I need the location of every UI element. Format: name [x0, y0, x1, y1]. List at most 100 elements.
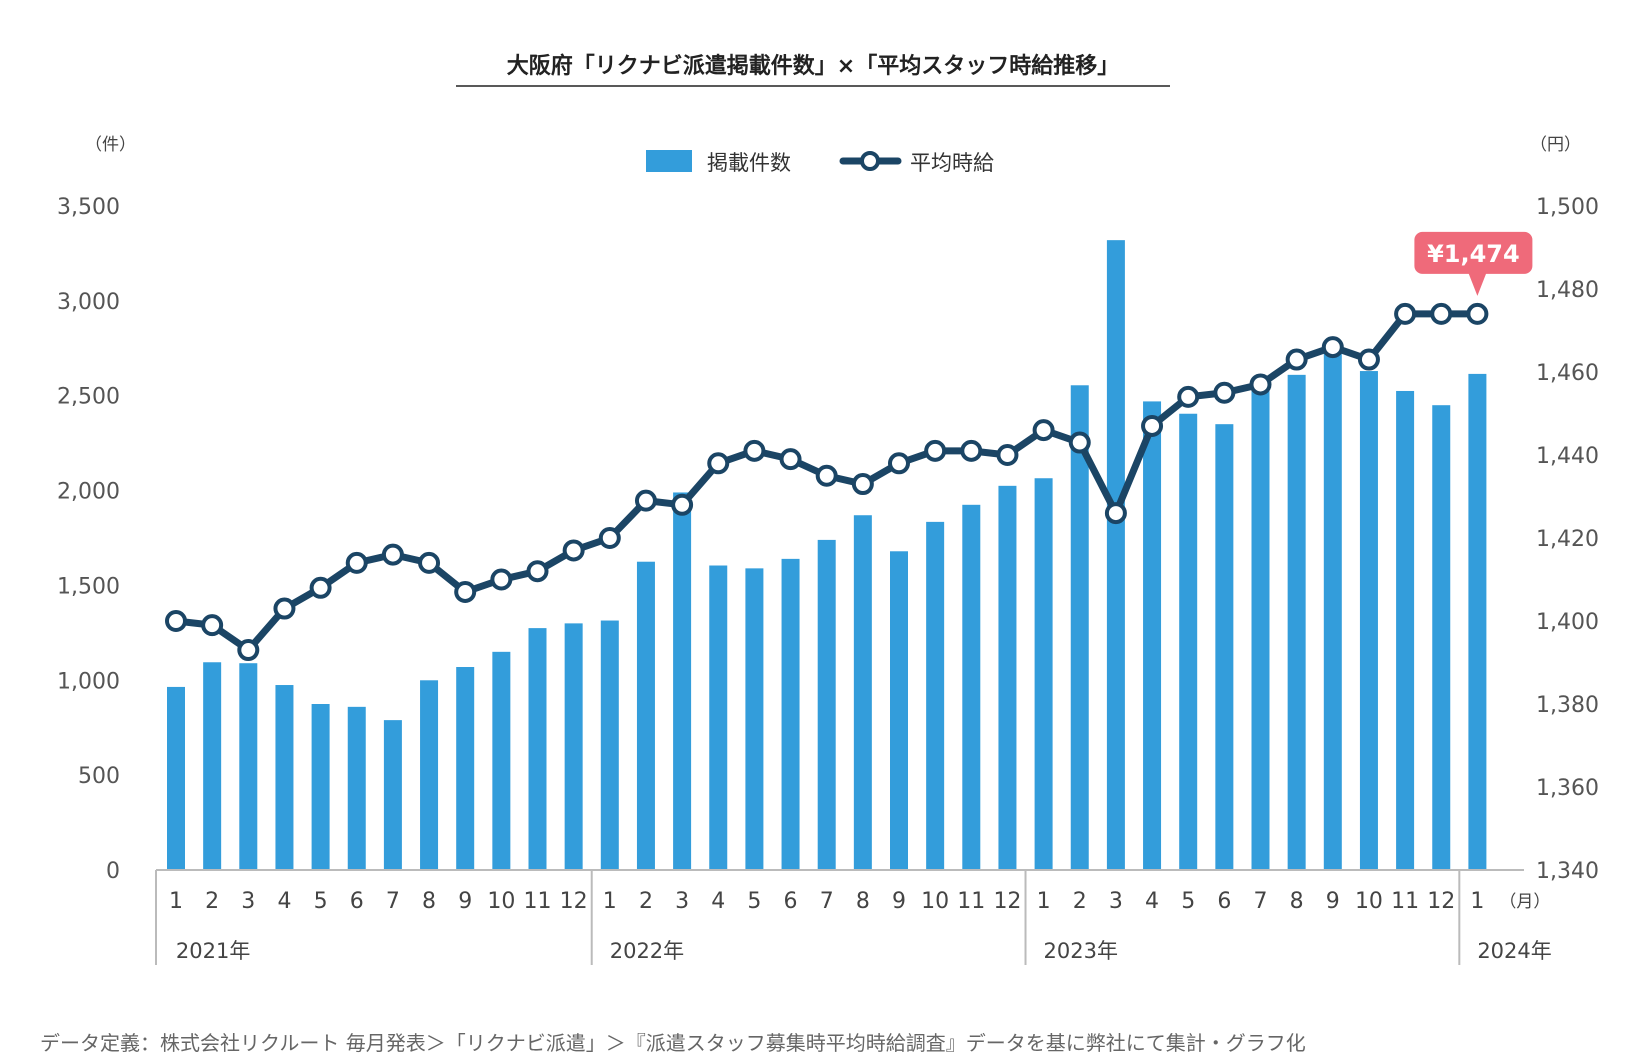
month-label: 1: [1037, 889, 1051, 914]
month-label: 2: [639, 889, 653, 914]
left-tick-label: 500: [78, 764, 120, 789]
month-label: 9: [892, 889, 906, 914]
bar: [1323, 350, 1342, 870]
callout-pointer: [1468, 272, 1487, 296]
month-label: 10: [1355, 889, 1383, 914]
wage-point: [1104, 502, 1127, 525]
right-tick-label: 1,360: [1536, 776, 1599, 801]
month-label: 3: [675, 889, 689, 914]
wage-point: [1068, 431, 1091, 454]
bar: [311, 704, 330, 870]
bar: [853, 515, 872, 870]
wage-point: [671, 493, 694, 516]
right-tick-label: 1,380: [1536, 693, 1599, 718]
month-label: 3: [1109, 889, 1123, 914]
bar: [167, 686, 185, 870]
wage-point: [1213, 381, 1236, 404]
legend: 掲載件数 平均時給: [646, 150, 994, 175]
wage-point: [490, 568, 513, 591]
month-label: 1: [1470, 889, 1484, 914]
bar: [1215, 424, 1234, 870]
legend-bar-label: 掲載件数: [707, 151, 791, 175]
bar: [1287, 374, 1306, 870]
wage-point: [1285, 348, 1308, 371]
month-label: 7: [820, 889, 834, 914]
wage-point: [1430, 302, 1453, 325]
month-label: 1: [169, 889, 183, 914]
bar: [1468, 373, 1487, 870]
bar: [1359, 371, 1378, 870]
wage-point: [418, 551, 441, 574]
left-tick-label: 3,000: [57, 290, 120, 315]
month-label: 12: [993, 889, 1021, 914]
bar: [1070, 385, 1089, 870]
right-tick-label: 1,460: [1536, 361, 1599, 386]
left-tick-label: 0: [106, 859, 120, 884]
wage-point: [634, 489, 657, 512]
month-label: 11: [957, 889, 985, 914]
bar: [998, 485, 1017, 870]
wage-point: [381, 543, 404, 566]
bar: [673, 492, 692, 870]
month-label: 10: [487, 889, 515, 914]
month-label: 8: [856, 889, 870, 914]
line-series: [165, 302, 1489, 662]
bar: [1143, 401, 1162, 870]
month-label: 1: [603, 889, 617, 914]
bar: [528, 628, 547, 870]
year-label: 2023年: [1044, 939, 1118, 963]
month-label: 6: [1217, 889, 1231, 914]
month-unit: （月）: [1499, 892, 1550, 912]
wage-point: [1357, 348, 1380, 371]
bar: [1179, 413, 1198, 870]
year-label: 2022年: [610, 939, 684, 963]
month-label: 12: [560, 889, 588, 914]
x-axis-labels: 1 2 3 4 5 6 7 8 9 10 11 12 1 2 3 4 5 6 7 8 9 10 11 12 1 2 3 4 5 6 7 8 9 1…: [169, 889, 1552, 963]
month-label: 12: [1427, 889, 1455, 914]
bar: [781, 558, 800, 870]
bar: [745, 568, 764, 870]
legend-line-label: 平均時給: [910, 151, 994, 175]
bar: [420, 680, 439, 870]
left-axis-ticks: 0 500 1,000 1,500 2,000 2,500 3,000 3,500: [57, 195, 120, 884]
bar: [709, 565, 728, 870]
wage-point: [1141, 414, 1164, 437]
bar: [1106, 240, 1125, 871]
legend-bar-swatch: [646, 150, 692, 172]
wage-point: [743, 439, 766, 462]
left-tick-label: 2,500: [57, 385, 120, 410]
bar: [1432, 405, 1451, 870]
bar: [347, 706, 366, 870]
left-axis-unit: （件）: [85, 135, 136, 155]
right-tick-label: 1,400: [1536, 610, 1599, 635]
right-axis-ticks: 1,340 1,360 1,380 1,400 1,420 1,440 1,460 1,480…: [1536, 195, 1599, 884]
callout-box: [1414, 231, 1533, 274]
bar: [1396, 390, 1415, 870]
bar: [1034, 478, 1053, 870]
wage-point: [1321, 336, 1344, 359]
month-label: 9: [458, 889, 472, 914]
right-tick-label: 1,480: [1536, 278, 1599, 303]
source-note: データ定義：株式会社リクルート 毎月発表＞「リクナビ派遣」＞『派遣スタッフ募集時…: [40, 1031, 1306, 1055]
month-label: 10: [921, 889, 949, 914]
year-label: 2024年: [1477, 939, 1551, 963]
month-label: 4: [711, 889, 725, 914]
latest-wage-callout: ¥1,474: [1414, 231, 1533, 296]
bar: [203, 662, 222, 870]
bar: [1251, 390, 1270, 870]
x-axis: [155, 869, 1524, 965]
wage-point: [201, 614, 224, 637]
callout-label: ¥1,474: [1427, 240, 1520, 268]
left-tick-label: 2,000: [57, 480, 120, 505]
wage-point: [924, 439, 947, 462]
wage-point: [996, 444, 1019, 466]
wage-point: [815, 464, 838, 487]
month-label: 4: [277, 889, 291, 914]
wage-point: [1249, 373, 1272, 396]
bar: [890, 551, 908, 870]
month-label: 6: [350, 889, 364, 914]
wage-point: [237, 639, 260, 662]
wage-point: [888, 452, 910, 475]
left-tick-label: 1,500: [57, 574, 120, 599]
bar: [456, 667, 475, 870]
